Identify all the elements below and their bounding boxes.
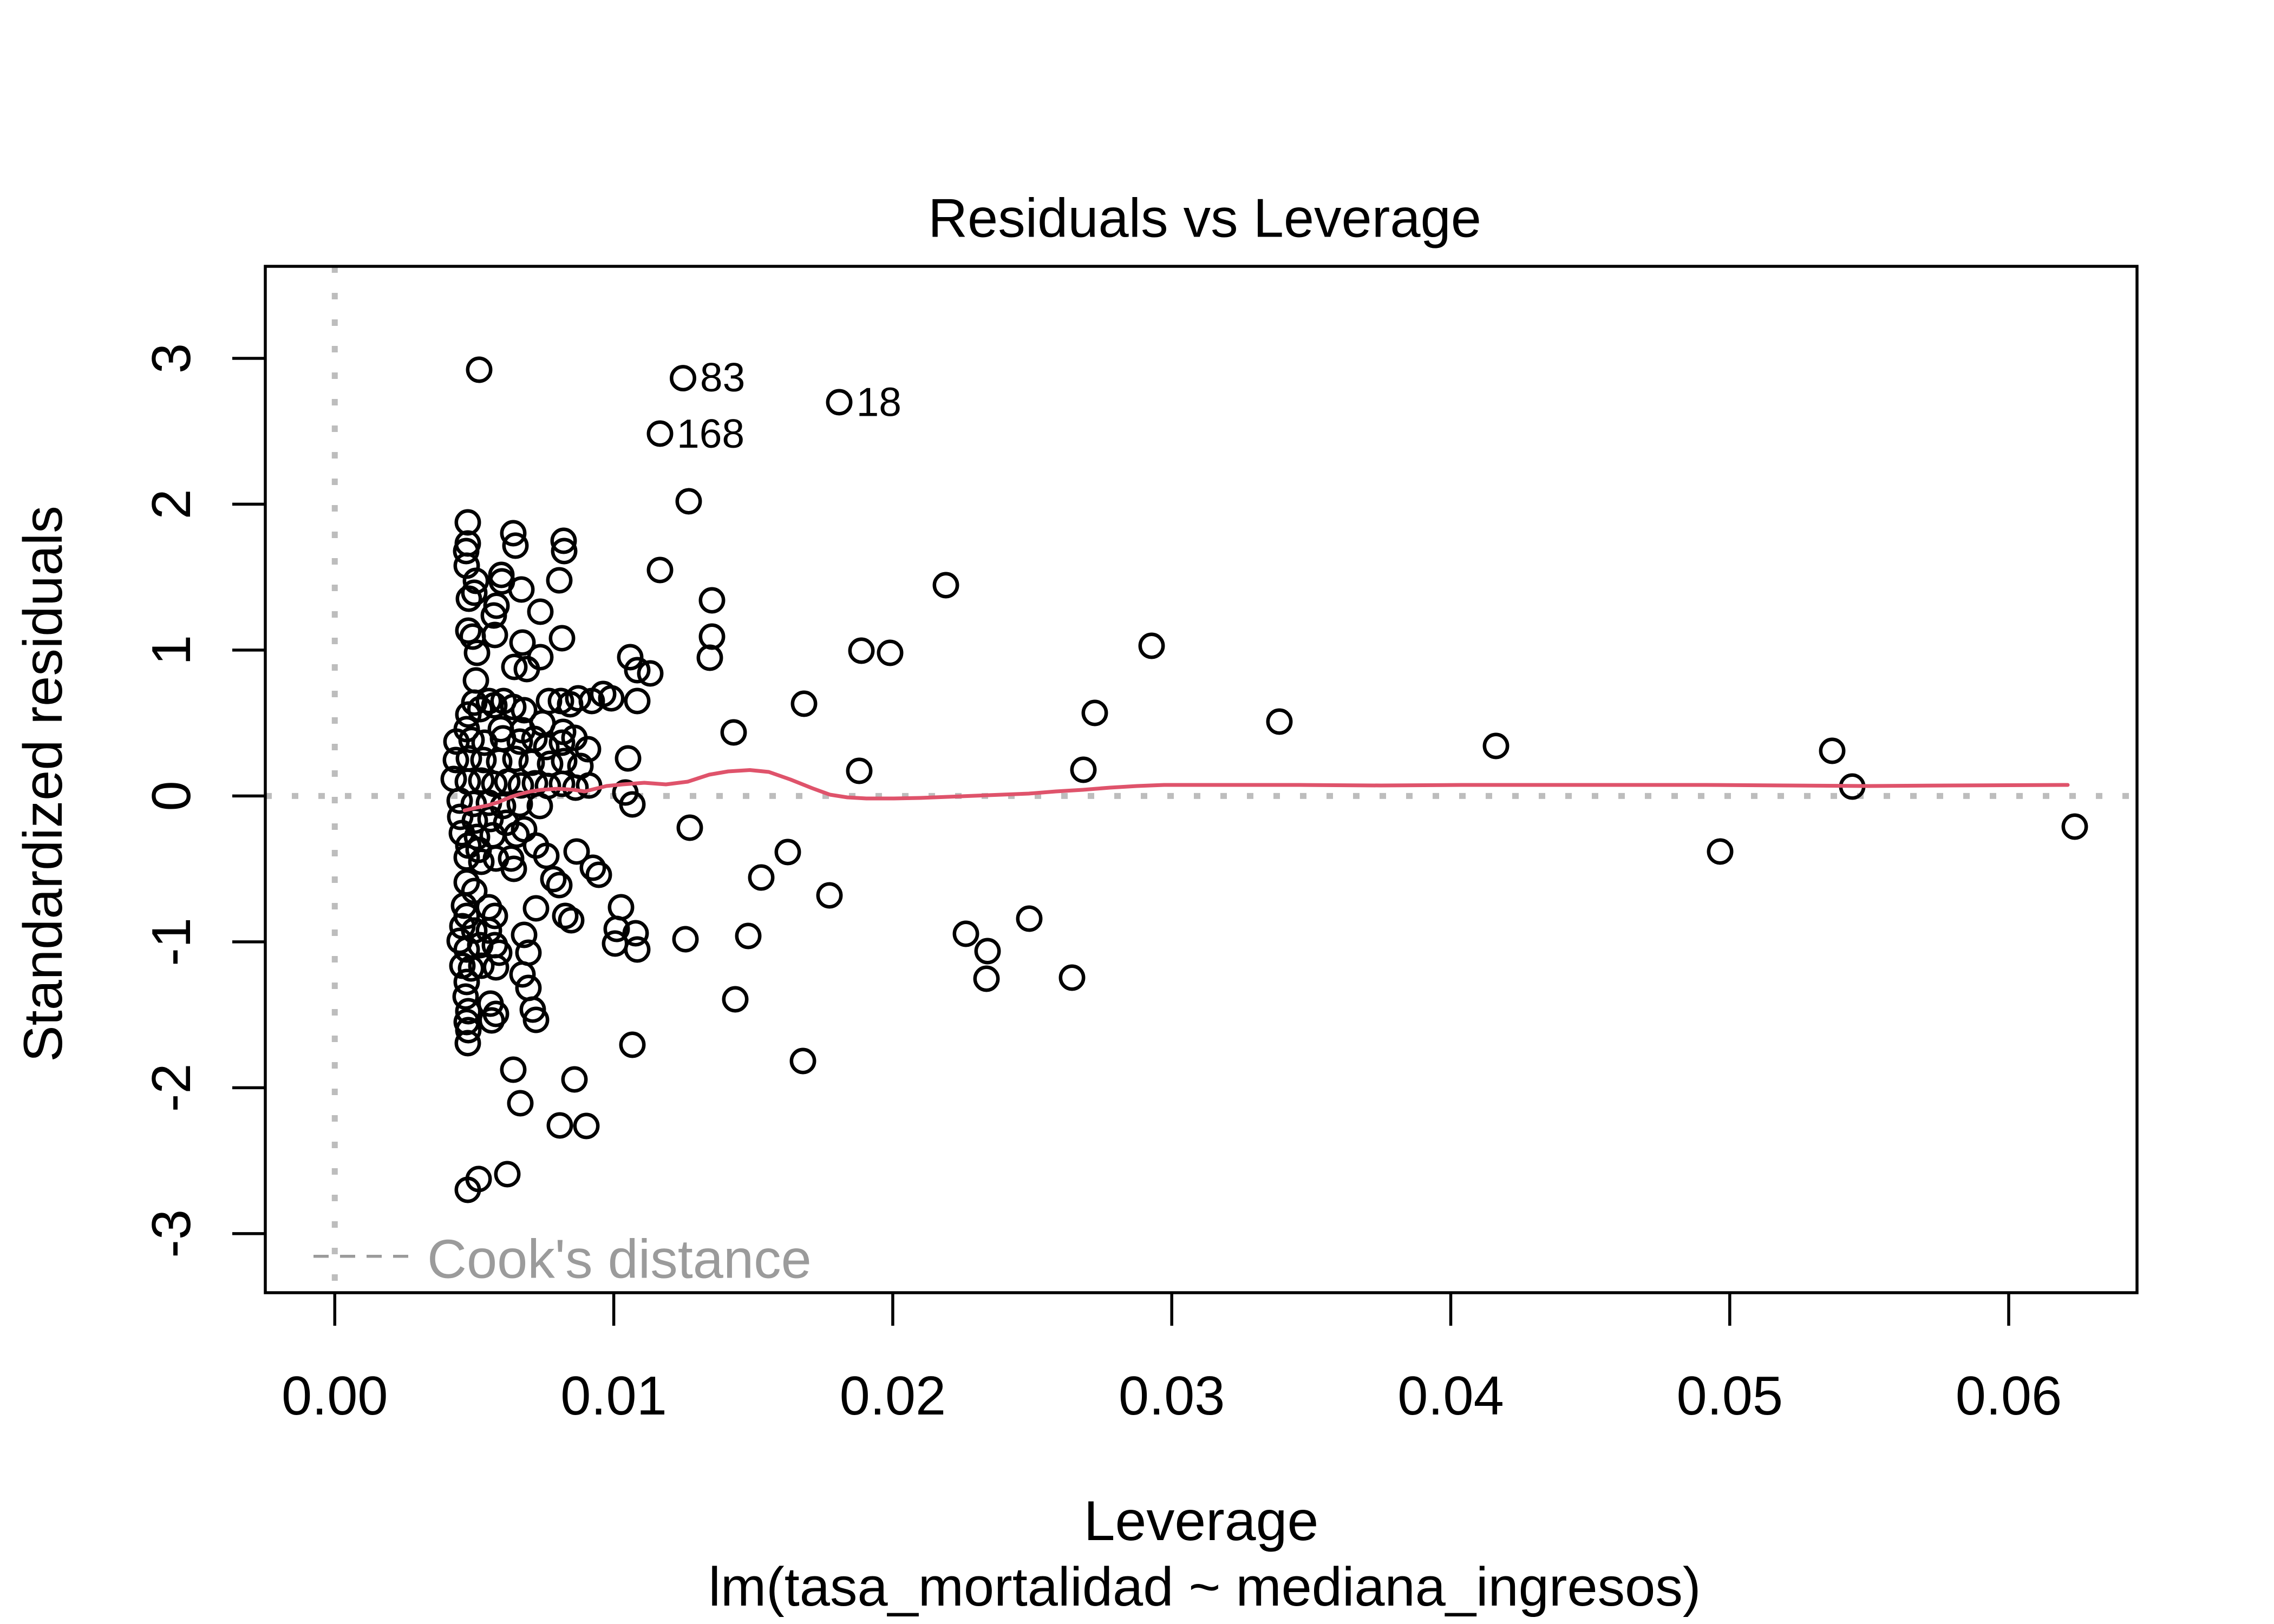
svg-text:0.03: 0.03: [1119, 1366, 1225, 1426]
svg-text:Cook's distance: Cook's distance: [427, 1229, 812, 1290]
svg-text:0.06: 0.06: [1956, 1366, 2062, 1426]
svg-text:3: 3: [141, 343, 202, 374]
svg-text:0.00: 0.00: [282, 1366, 388, 1426]
svg-text:0.02: 0.02: [840, 1366, 946, 1426]
svg-text:-1: -1: [141, 918, 202, 966]
svg-text:168: 168: [677, 411, 744, 456]
svg-text:0.01: 0.01: [560, 1366, 667, 1426]
svg-text:0.04: 0.04: [1397, 1366, 1504, 1426]
svg-text:2: 2: [141, 489, 202, 519]
svg-text:18: 18: [857, 379, 901, 425]
svg-text:1: 1: [141, 635, 202, 665]
svg-text:lm(tasa_mortalidad ~ mediana_i: lm(tasa_mortalidad ~ mediana_ingresos): [709, 1557, 1701, 1618]
svg-text:0: 0: [141, 781, 202, 811]
svg-text:-3: -3: [141, 1209, 202, 1258]
svg-text:Residuals vs Leverage: Residuals vs Leverage: [928, 188, 1481, 249]
svg-text:-2: -2: [141, 1063, 202, 1112]
svg-text:0.05: 0.05: [1677, 1366, 1783, 1426]
svg-text:Leverage: Leverage: [1084, 1490, 1319, 1553]
svg-text:83: 83: [700, 355, 745, 400]
svg-text:Standardized residuals: Standardized residuals: [13, 506, 74, 1062]
